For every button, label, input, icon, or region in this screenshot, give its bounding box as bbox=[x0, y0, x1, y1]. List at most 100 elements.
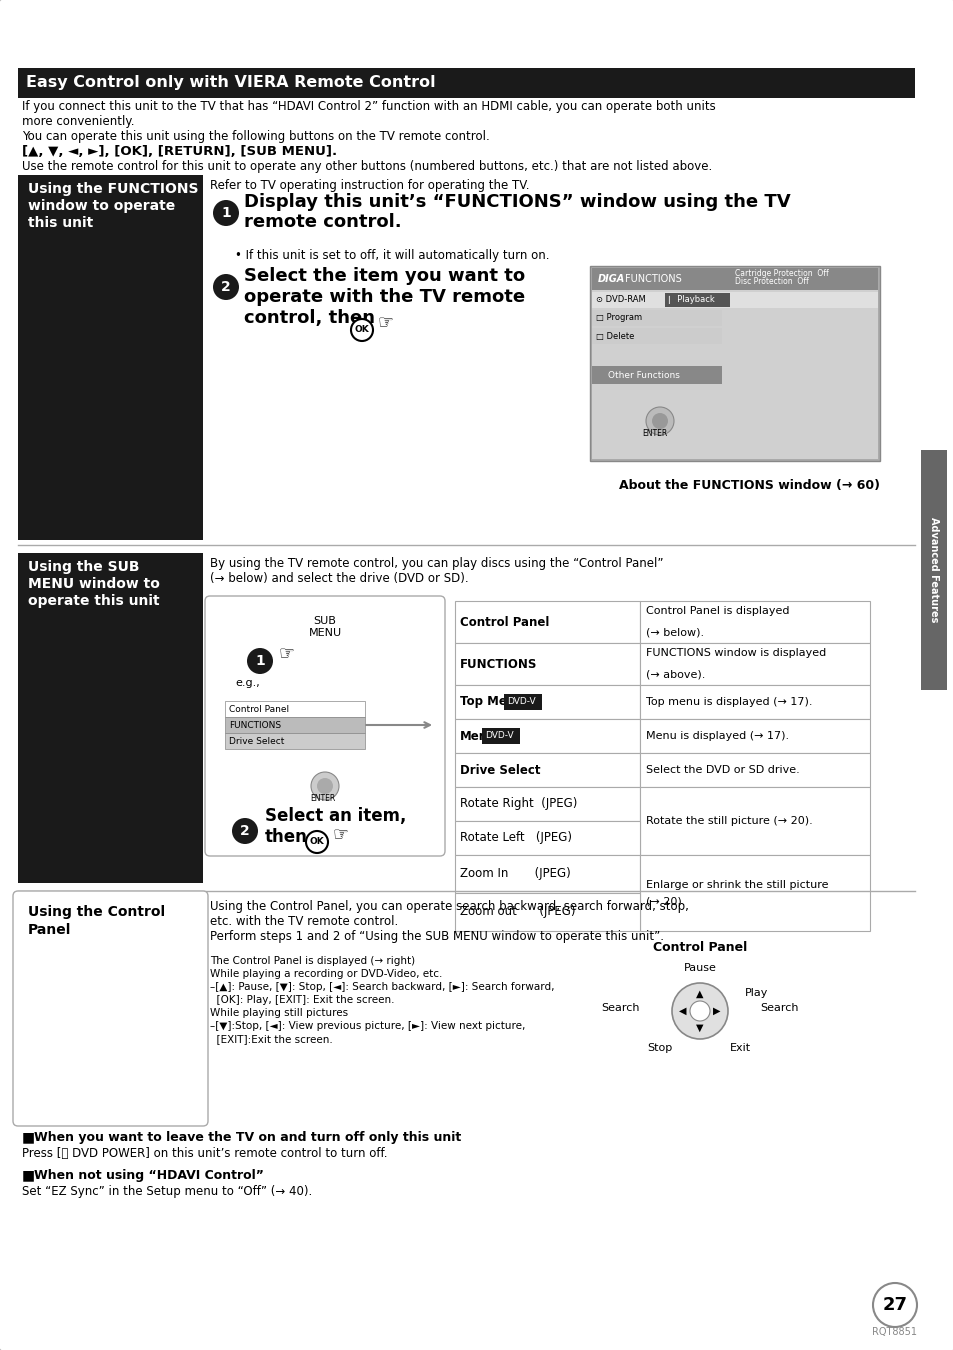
Text: Set “EZ Sync” in the Setup menu to “Off” (→ 40).: Set “EZ Sync” in the Setup menu to “Off”… bbox=[22, 1185, 312, 1197]
Text: OK: OK bbox=[355, 325, 369, 335]
Text: Panel: Panel bbox=[28, 923, 71, 937]
Bar bbox=[592, 292, 877, 308]
Text: e.g.,: e.g., bbox=[234, 678, 259, 688]
Text: □ Delete: □ Delete bbox=[596, 332, 634, 340]
Text: Select the DVD or SD drive.: Select the DVD or SD drive. bbox=[645, 765, 799, 775]
Text: Control Panel: Control Panel bbox=[459, 616, 549, 629]
Text: [EXIT]:Exit the screen.: [EXIT]:Exit the screen. bbox=[210, 1034, 333, 1044]
Text: –[▼]:Stop, [◄]: View previous picture, [►]: View next picture,: –[▼]:Stop, [◄]: View previous picture, [… bbox=[210, 1021, 525, 1031]
Text: While playing a recording or DVD-Video, etc.: While playing a recording or DVD-Video, … bbox=[210, 969, 442, 979]
Text: Exit: Exit bbox=[729, 1044, 750, 1053]
Text: You can operate this unit using the following buttons on the TV remote control.: You can operate this unit using the foll… bbox=[22, 130, 489, 143]
Bar bbox=[455, 643, 639, 684]
Text: ☞: ☞ bbox=[332, 825, 348, 842]
Text: RQT8851: RQT8851 bbox=[872, 1327, 917, 1336]
Text: Stop: Stop bbox=[647, 1044, 672, 1053]
Text: Top Menu: Top Menu bbox=[459, 695, 523, 709]
Text: operate with the TV remote: operate with the TV remote bbox=[244, 288, 524, 306]
Bar bbox=[225, 701, 365, 717]
Text: Zoom out      (JPEG): Zoom out (JPEG) bbox=[459, 906, 575, 918]
Bar bbox=[225, 733, 365, 749]
Text: Press [⏻ DVD POWER] on this unit’s remote control to turn off.: Press [⏻ DVD POWER] on this unit’s remot… bbox=[22, 1148, 387, 1160]
Bar bbox=[639, 720, 869, 753]
Circle shape bbox=[651, 413, 667, 429]
FancyBboxPatch shape bbox=[205, 595, 444, 856]
Circle shape bbox=[247, 648, 273, 674]
Circle shape bbox=[351, 319, 373, 342]
Text: Perform steps 1 and 2 of “Using the SUB MENU window to operate this unit”.: Perform steps 1 and 2 of “Using the SUB … bbox=[210, 930, 663, 944]
Text: ■: ■ bbox=[22, 1130, 35, 1143]
Text: Control Panel: Control Panel bbox=[652, 941, 746, 954]
Text: About the FUNCTIONS window (→ 60): About the FUNCTIONS window (→ 60) bbox=[618, 479, 879, 491]
Text: FUNCTIONS: FUNCTIONS bbox=[624, 274, 681, 284]
Text: DVD-V: DVD-V bbox=[506, 698, 535, 706]
Text: Disc Protection  Off: Disc Protection Off bbox=[734, 277, 808, 286]
Bar bbox=[592, 328, 721, 344]
Bar bbox=[455, 892, 639, 931]
Text: this unit: this unit bbox=[28, 216, 93, 230]
Text: Using the Control Panel, you can operate search backward, search forward, stop,: Using the Control Panel, you can operate… bbox=[210, 900, 688, 913]
Text: Top menu is displayed (→ 17).: Top menu is displayed (→ 17). bbox=[645, 697, 812, 707]
Text: ■: ■ bbox=[22, 1168, 35, 1183]
Text: ⊙ DVD-RAM: ⊙ DVD-RAM bbox=[596, 296, 645, 305]
Bar bbox=[455, 821, 639, 855]
Text: ▶: ▶ bbox=[713, 1006, 720, 1017]
Circle shape bbox=[872, 1282, 916, 1327]
Bar bbox=[592, 269, 877, 290]
Text: Rotate Right  (JPEG): Rotate Right (JPEG) bbox=[459, 798, 577, 810]
Circle shape bbox=[645, 406, 673, 435]
Text: Refer to TV operating instruction for operating the TV.: Refer to TV operating instruction for op… bbox=[210, 180, 529, 192]
Text: 2: 2 bbox=[240, 824, 250, 838]
Text: (→ 20).: (→ 20). bbox=[645, 896, 684, 906]
Text: ▏ Playback: ▏ Playback bbox=[667, 296, 714, 305]
Bar bbox=[592, 310, 721, 325]
Text: Enlarge or shrink the still picture: Enlarge or shrink the still picture bbox=[645, 880, 827, 890]
Text: ENTER: ENTER bbox=[641, 429, 666, 437]
Text: Menu: Menu bbox=[459, 729, 496, 742]
Bar bbox=[639, 855, 869, 931]
Bar bbox=[18, 176, 203, 540]
Text: Rotate Left   (JPEG): Rotate Left (JPEG) bbox=[459, 832, 572, 845]
Bar bbox=[639, 753, 869, 787]
Text: Using the SUB: Using the SUB bbox=[28, 560, 139, 574]
Text: Pause: Pause bbox=[683, 963, 716, 973]
Text: Control Panel is displayed: Control Panel is displayed bbox=[645, 606, 789, 617]
Circle shape bbox=[232, 818, 257, 844]
Bar bbox=[639, 643, 869, 684]
Text: Using the FUNCTIONS: Using the FUNCTIONS bbox=[28, 182, 198, 196]
Text: ☞: ☞ bbox=[277, 644, 294, 662]
Text: MENU window to: MENU window to bbox=[28, 576, 160, 591]
Text: –[▲]: Pause, [▼]: Stop, [◄]: Search backward, [►]: Search forward,: –[▲]: Pause, [▼]: Stop, [◄]: Search back… bbox=[210, 981, 554, 992]
Text: FUNCTIONS window is displayed: FUNCTIONS window is displayed bbox=[645, 648, 825, 659]
Circle shape bbox=[316, 778, 333, 794]
Text: (→ below).: (→ below). bbox=[645, 628, 703, 637]
Circle shape bbox=[306, 832, 328, 853]
Bar bbox=[18, 68, 914, 99]
Text: Menu is displayed (→ 17).: Menu is displayed (→ 17). bbox=[645, 730, 788, 741]
Text: Zoom In       (JPEG): Zoom In (JPEG) bbox=[459, 868, 570, 880]
Text: DVD-V: DVD-V bbox=[484, 732, 513, 741]
Bar bbox=[455, 753, 639, 787]
Text: ◀: ◀ bbox=[679, 1006, 686, 1017]
Text: By using the TV remote control, you can play discs using the “Control Panel”: By using the TV remote control, you can … bbox=[210, 558, 662, 570]
Text: FUNCTIONS: FUNCTIONS bbox=[229, 721, 281, 729]
Text: Search: Search bbox=[601, 1003, 639, 1012]
Text: OK: OK bbox=[310, 837, 324, 846]
Bar bbox=[639, 601, 869, 643]
Text: 1: 1 bbox=[221, 207, 231, 220]
Text: Control Panel: Control Panel bbox=[229, 705, 289, 714]
Bar bbox=[592, 366, 721, 383]
Text: (→ above).: (→ above). bbox=[645, 670, 704, 679]
Bar bbox=[455, 787, 639, 821]
Text: ENTER: ENTER bbox=[310, 794, 335, 803]
Text: ☞: ☞ bbox=[376, 313, 393, 331]
Bar bbox=[664, 293, 729, 306]
Text: □ Program: □ Program bbox=[596, 313, 641, 323]
Text: FUNCTIONS: FUNCTIONS bbox=[459, 657, 537, 671]
Text: [OK]: Play, [EXIT]: Exit the screen.: [OK]: Play, [EXIT]: Exit the screen. bbox=[210, 995, 395, 1004]
Text: SUB: SUB bbox=[314, 616, 336, 626]
Text: Using the Control: Using the Control bbox=[28, 904, 165, 919]
Text: Easy Control only with VIERA Remote Control: Easy Control only with VIERA Remote Cont… bbox=[26, 76, 436, 90]
Text: While playing still pictures: While playing still pictures bbox=[210, 1008, 348, 1018]
Text: [▲, ▼, ◄, ►], [OK], [RETURN], [SUB MENU].: [▲, ▼, ◄, ►], [OK], [RETURN], [SUB MENU]… bbox=[22, 144, 336, 158]
